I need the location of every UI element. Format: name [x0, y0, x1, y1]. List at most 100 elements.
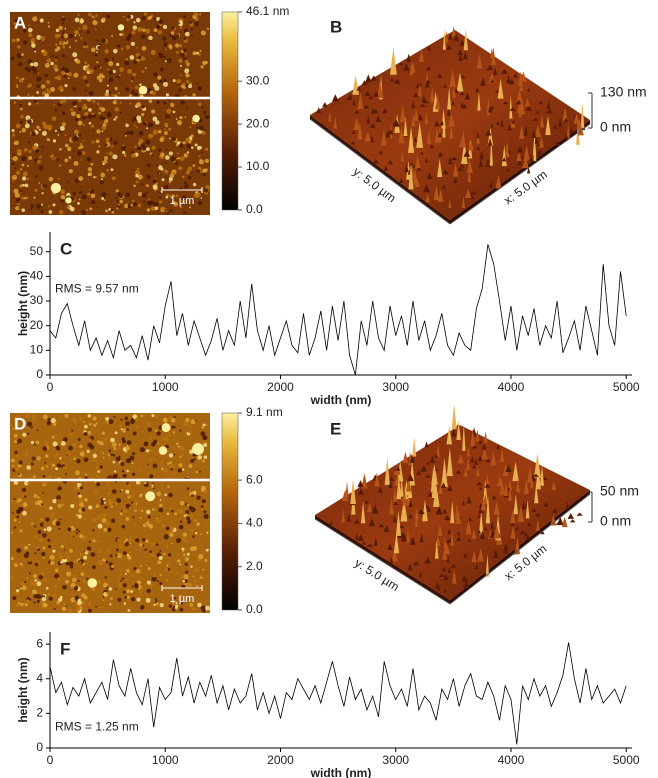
texture [68, 445, 73, 451]
texture [54, 438, 56, 440]
texture [95, 605, 98, 608]
texture [31, 456, 36, 461]
texture [153, 17, 157, 21]
texture [153, 603, 156, 606]
panel-label: C [60, 239, 72, 258]
y-tick-label: 20 [30, 318, 44, 332]
texture [77, 514, 82, 519]
texture [61, 17, 66, 22]
texture [89, 188, 95, 194]
texture [47, 205, 50, 208]
texture [36, 91, 39, 94]
texture [130, 501, 134, 504]
surface-peak [393, 532, 400, 554]
texture [11, 499, 15, 503]
texture [55, 43, 58, 46]
surface-peak [505, 168, 510, 172]
texture [121, 469, 125, 473]
texture [75, 59, 81, 64]
surface-peak [470, 428, 476, 447]
texture [55, 55, 58, 59]
texture [183, 421, 189, 427]
texture [203, 455, 208, 459]
texture [101, 197, 105, 200]
texture [164, 48, 167, 51]
texture [141, 34, 146, 39]
surface-peak [510, 508, 516, 524]
texture [19, 103, 22, 107]
texture [43, 481, 48, 486]
texture [22, 171, 28, 177]
surface-peak [576, 512, 583, 516]
texture [126, 428, 129, 432]
texture [36, 429, 39, 432]
texture [96, 474, 100, 478]
surface-peak [389, 47, 397, 75]
surface-peak [476, 481, 483, 486]
surface-peak [418, 571, 423, 578]
surface-peak [519, 79, 523, 91]
texture [123, 540, 126, 544]
texture [181, 175, 185, 179]
texture [19, 503, 24, 508]
z-tick-label: 0 nm [600, 119, 631, 135]
surface-peak [523, 478, 529, 494]
texture [178, 166, 183, 171]
texture [122, 582, 127, 588]
surface-peak [580, 102, 585, 128]
texture [93, 66, 97, 70]
surface-peak [400, 152, 405, 162]
surface-peak [365, 74, 372, 83]
texture [172, 136, 177, 142]
surface-peak [435, 94, 441, 110]
surface-peak [543, 501, 549, 507]
texture [106, 112, 112, 118]
surface-peak [447, 160, 454, 165]
texture [78, 530, 81, 533]
particle [50, 182, 62, 194]
texture [196, 584, 199, 588]
texture [198, 118, 203, 123]
texture [102, 162, 105, 166]
surface-peak [545, 115, 551, 136]
texture [127, 483, 132, 488]
texture [72, 101, 78, 107]
texture [83, 45, 86, 48]
texture [126, 440, 132, 446]
texture [83, 555, 88, 560]
texture [171, 473, 175, 477]
texture [62, 584, 67, 590]
texture [133, 28, 136, 31]
surface-peak [399, 177, 404, 183]
surface-peak [453, 177, 458, 183]
surface-peak [532, 508, 537, 512]
texture [58, 147, 62, 151]
texture [30, 207, 33, 211]
texture [146, 471, 149, 474]
texture [176, 120, 183, 126]
texture [79, 451, 85, 457]
texture [140, 183, 144, 186]
x-axis-title: width (nm) [310, 766, 372, 778]
texture [59, 518, 62, 521]
texture [127, 493, 132, 497]
surface-peak [511, 118, 515, 124]
texture [127, 555, 131, 560]
texture [82, 562, 86, 566]
texture [47, 474, 53, 480]
texture [22, 502, 28, 508]
texture [124, 573, 127, 576]
texture [102, 558, 105, 562]
texture [145, 184, 149, 188]
texture [163, 78, 167, 83]
texture [79, 484, 82, 487]
texture [205, 424, 208, 427]
texture [47, 593, 50, 596]
texture [28, 24, 30, 27]
texture [169, 463, 175, 469]
texture [52, 422, 57, 427]
surface-peak [406, 526, 410, 543]
surface-peak [420, 151, 424, 155]
texture [47, 538, 51, 542]
texture [169, 461, 172, 465]
